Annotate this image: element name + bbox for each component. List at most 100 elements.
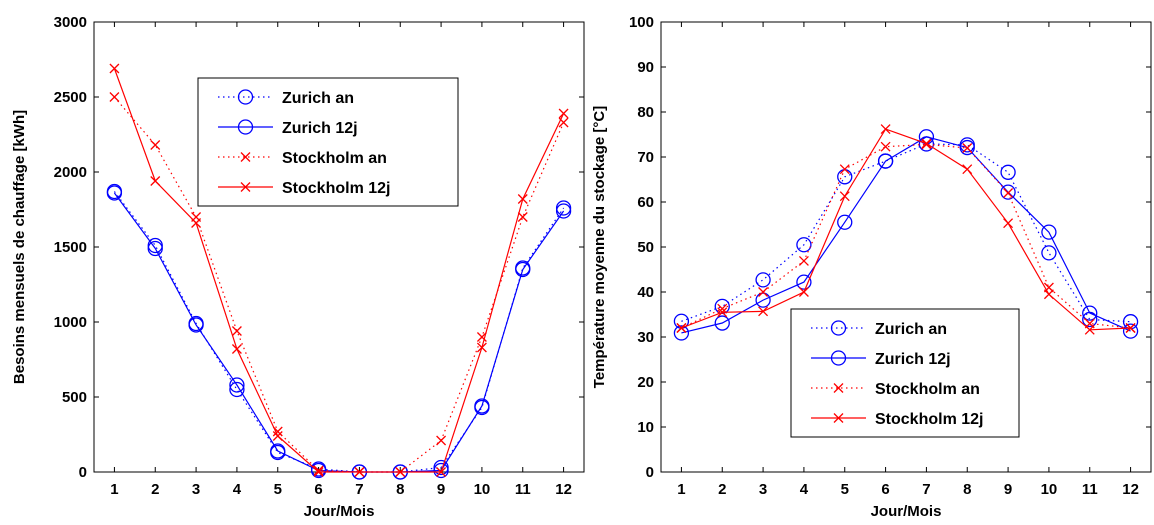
x-tick-label: 10 <box>1041 481 1058 498</box>
x-tick-label: 6 <box>314 481 322 498</box>
x-tick-label: 11 <box>515 481 531 498</box>
data-point <box>1082 305 1098 321</box>
data-point <box>558 108 569 119</box>
legend: Zurich an Zurich 12j Stockholm an Stockholm… <box>197 77 459 207</box>
series-line <box>113 68 565 473</box>
data-point <box>798 255 809 266</box>
x-tick-label: 9 <box>437 481 445 498</box>
data-point <box>962 143 973 153</box>
legend: Zurich an Zurich 12j Stockholm an Stockholm… <box>790 308 1020 438</box>
y-tick-label: 30 <box>637 329 654 346</box>
data-point <box>796 274 812 290</box>
legend-label: Stockholm an <box>875 381 980 398</box>
x-tick-label: 2 <box>151 481 159 498</box>
data-point <box>313 467 324 477</box>
legend-label: Zurich an <box>875 321 947 338</box>
series-stockholm-12j <box>676 124 1136 335</box>
data-point <box>676 323 687 333</box>
data-point <box>1000 164 1016 180</box>
data-point <box>313 465 324 476</box>
y-axis-label: Température moyenne du stockage [°C] <box>591 106 608 388</box>
x-tick-label: 3 <box>192 481 200 498</box>
data-point <box>758 306 769 317</box>
data-point <box>150 140 161 150</box>
y-tick-label: 0 <box>646 464 654 481</box>
y-tick-label: 80 <box>637 104 654 121</box>
data-point <box>1122 323 1139 339</box>
y-tick-label: 70 <box>637 149 654 166</box>
data-point <box>880 124 891 135</box>
x-tick-label: 2 <box>718 481 726 498</box>
data-point <box>1003 188 1014 198</box>
legend-marker <box>833 413 844 423</box>
y-tick-label: 500 <box>62 389 87 406</box>
data-point <box>673 325 690 341</box>
x-tick-label: 4 <box>800 481 809 498</box>
x-tick-label: 8 <box>963 481 971 498</box>
legend-label: Zurich an <box>282 90 354 107</box>
x-tick-label: 5 <box>274 481 282 498</box>
data-point <box>109 92 120 102</box>
data-point <box>191 218 202 228</box>
data-point <box>880 141 891 152</box>
legend-label: Stockholm an <box>282 150 387 167</box>
data-point <box>714 315 730 331</box>
data-point <box>474 398 490 414</box>
legend-label: Stockholm 12j <box>282 180 390 197</box>
legend-marker <box>830 350 847 366</box>
data-point <box>150 176 161 186</box>
data-point <box>229 377 245 393</box>
data-point <box>1041 224 1057 240</box>
data-point <box>1084 324 1095 335</box>
y-tick-label: 10 <box>637 419 654 436</box>
y-tick-label: 40 <box>637 284 654 301</box>
data-point <box>877 153 894 169</box>
data-point <box>272 431 283 441</box>
data-point <box>515 261 531 278</box>
data-point <box>921 138 932 149</box>
data-point <box>1041 245 1057 261</box>
y-axis-label: Besoins mensuels de chauffage [kWh] <box>11 110 28 384</box>
legend-marker <box>833 383 844 393</box>
x-tick-label: 9 <box>1004 481 1012 498</box>
data-point <box>798 287 809 297</box>
x-tick-label: 7 <box>355 481 363 498</box>
chart-2: 1 2 3 4 5 6 7 8 9 10 11 120102030405060708090100Jou… <box>591 14 1152 520</box>
data-point <box>839 191 850 202</box>
series-line <box>681 143 1131 323</box>
legend-label: Stockholm 12j <box>875 411 983 428</box>
x-tick-label: 8 <box>396 481 404 498</box>
series-line <box>681 136 1131 334</box>
data-point <box>758 287 769 297</box>
x-tick-label: 11 <box>1082 481 1098 498</box>
y-tick-label: 60 <box>637 194 654 211</box>
y-tick-label: 2000 <box>54 164 87 181</box>
series-line <box>113 191 565 473</box>
data-point <box>837 214 853 230</box>
data-point <box>839 164 850 175</box>
x-tick-label: 3 <box>759 481 767 498</box>
x-tick-label: 1 <box>110 481 118 498</box>
data-point <box>755 292 771 308</box>
data-point <box>476 342 487 353</box>
data-point <box>755 272 771 288</box>
x-tick-label: 10 <box>474 481 491 498</box>
x-tick-label: 5 <box>841 481 849 498</box>
x-tick-label: 4 <box>233 481 242 498</box>
data-point <box>354 467 365 477</box>
y-tick-label: 100 <box>629 14 654 31</box>
data-point <box>436 435 447 446</box>
legend-label: Zurich 12j <box>875 351 951 368</box>
data-point <box>1125 323 1136 333</box>
series-zurich-12j <box>673 129 1139 341</box>
data-point <box>1000 184 1016 200</box>
x-axis-label: Jour/Mois <box>871 503 942 520</box>
x-axis-label: Jour/Mois <box>304 503 375 520</box>
y-tick-label: 0 <box>79 464 87 481</box>
legend-marker <box>240 182 251 192</box>
data-point <box>476 332 487 342</box>
x-tick-label: 7 <box>922 481 930 498</box>
y-tick-label: 1500 <box>54 239 87 256</box>
x-tick-label: 12 <box>555 481 572 498</box>
